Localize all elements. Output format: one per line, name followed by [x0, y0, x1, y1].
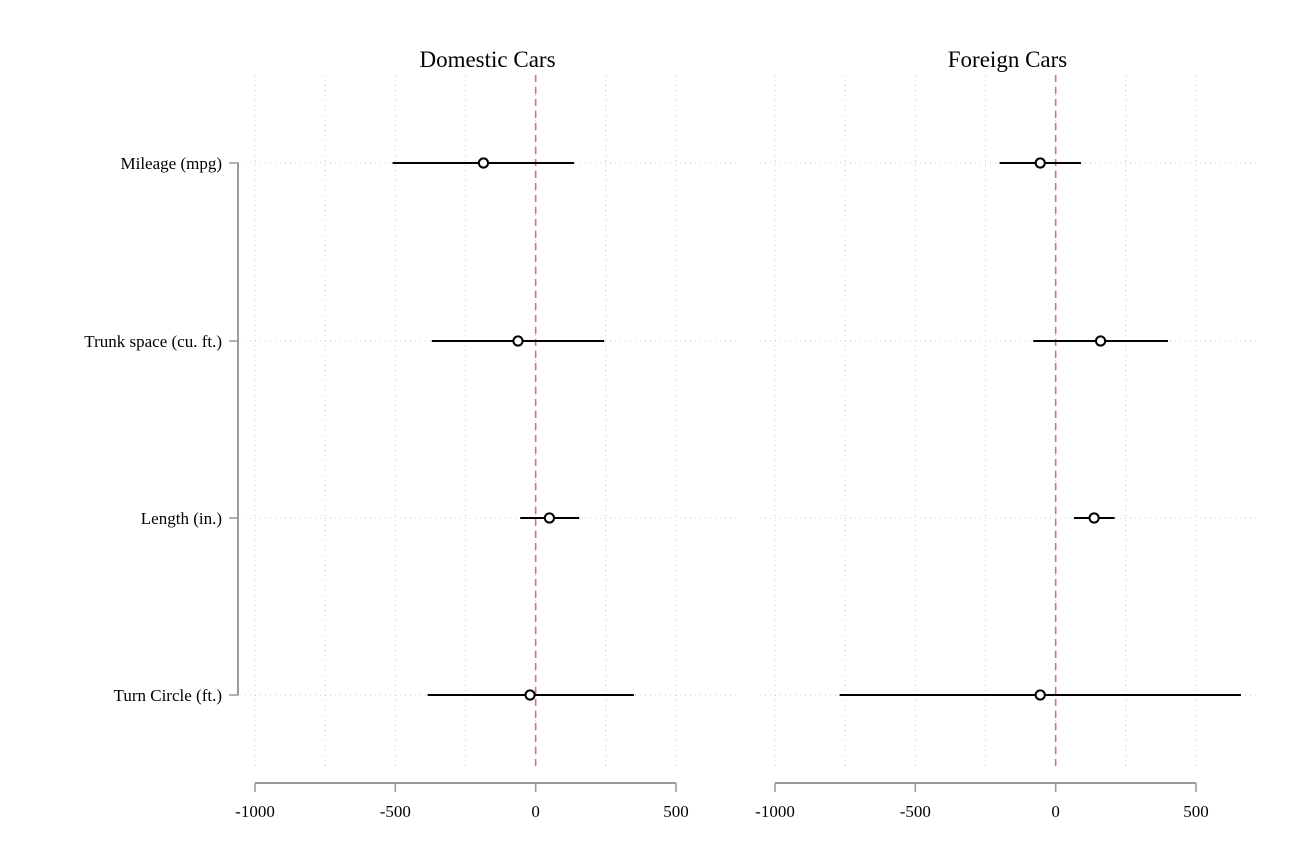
point-estimate — [543, 512, 556, 524]
x-tick-label: -1000 — [235, 802, 275, 821]
panel-foreign-cars: Foreign Cars -1000 -500 0 500 — [755, 47, 1258, 821]
x-tick-label: 500 — [1183, 802, 1209, 821]
panel-title: Domestic Cars — [419, 47, 555, 72]
category-axis: Mileage (mpg) Trunk space (cu. ft.) Length… — [84, 154, 239, 705]
point-estimate — [1094, 335, 1107, 347]
point-estimate — [1088, 512, 1100, 524]
point-estimate — [524, 689, 536, 701]
category-label: Mileage (mpg) — [121, 154, 223, 173]
panel-title: Foreign Cars — [948, 47, 1068, 72]
category-label: Trunk space (cu. ft.) — [84, 332, 222, 351]
x-tick-label: -500 — [380, 802, 411, 821]
x-tick-label: -1000 — [755, 802, 795, 821]
category-label: Length (in.) — [141, 509, 222, 528]
point-estimate — [512, 335, 524, 347]
point-estimate — [477, 157, 490, 169]
point-estimate — [1034, 157, 1046, 169]
x-tick-label: 500 — [663, 802, 689, 821]
panel-domestic-cars: Domestic Cars -1000 -500 0 500 — [235, 47, 740, 821]
category-label: Turn Circle (ft.) — [114, 686, 222, 705]
x-tick-label: -500 — [900, 802, 931, 821]
x-tick-label: 0 — [1051, 802, 1060, 821]
point-estimate — [1034, 689, 1046, 701]
x-tick-label: 0 — [531, 802, 540, 821]
